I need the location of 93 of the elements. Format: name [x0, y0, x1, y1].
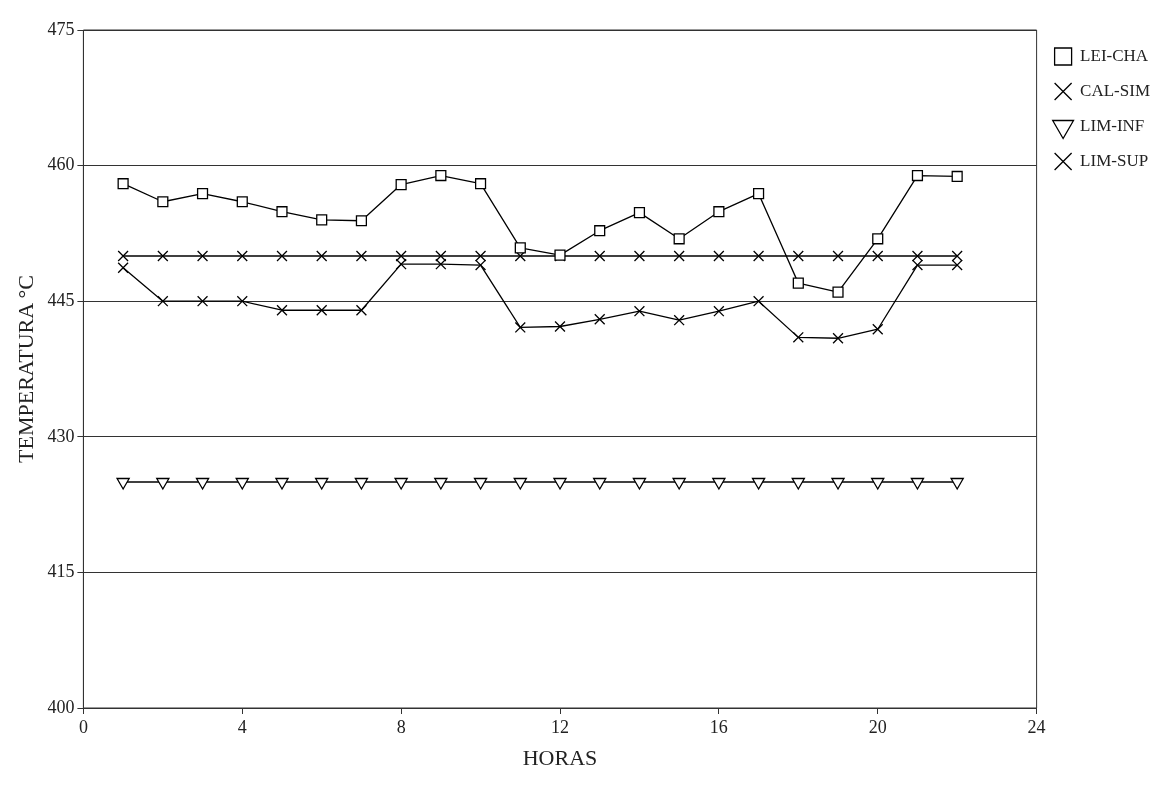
point — [157, 196, 169, 208]
point — [395, 178, 407, 191]
point — [594, 250, 606, 262]
point — [910, 477, 925, 490]
point — [473, 477, 488, 490]
point — [672, 477, 686, 490]
point — [712, 477, 726, 490]
point — [157, 250, 169, 262]
point — [792, 331, 804, 343]
point — [354, 477, 369, 490]
point — [195, 477, 210, 490]
point — [831, 477, 845, 490]
y-tick-label: 400 — [47, 696, 75, 717]
point — [316, 304, 328, 316]
point — [951, 170, 963, 183]
point — [872, 233, 884, 245]
point — [872, 323, 884, 335]
point — [632, 477, 647, 490]
point — [316, 214, 328, 226]
point — [434, 477, 448, 490]
point — [314, 477, 329, 490]
point — [554, 320, 566, 333]
point — [594, 313, 606, 325]
point — [514, 250, 526, 262]
point — [633, 250, 646, 262]
point — [435, 169, 447, 182]
y-tick-label: 460 — [47, 154, 75, 175]
point — [513, 477, 527, 490]
point — [911, 169, 924, 182]
legend-label: LIM-SUP — [1080, 150, 1149, 170]
x-tick-label: 8 — [396, 716, 406, 737]
point — [633, 207, 646, 219]
y-tick-label: 445 — [47, 289, 75, 310]
point — [872, 250, 884, 262]
point — [235, 477, 249, 490]
legend-label: LEI-CHA — [1080, 45, 1149, 65]
point — [156, 477, 170, 490]
point — [752, 295, 765, 307]
x-tick-label: 4 — [237, 716, 247, 737]
point — [713, 305, 725, 317]
point — [553, 477, 567, 490]
point — [673, 233, 685, 245]
point — [593, 477, 607, 490]
point — [117, 178, 129, 190]
point — [355, 304, 368, 316]
x-tick-label: 0 — [78, 716, 88, 737]
point — [196, 250, 209, 262]
point — [792, 277, 804, 289]
legend-label: CAL-SIM — [1080, 80, 1151, 100]
point — [673, 314, 685, 326]
point — [236, 250, 248, 262]
point — [950, 477, 964, 490]
point — [832, 250, 844, 262]
y-axis-title: TEMPERATURA °C — [12, 275, 38, 463]
point — [752, 188, 765, 200]
point — [275, 477, 289, 490]
y-tick-label: 415 — [47, 561, 75, 582]
point — [871, 477, 885, 490]
point — [752, 250, 765, 262]
x-tick-label: 20 — [868, 716, 887, 737]
point — [751, 477, 766, 490]
point — [514, 321, 526, 334]
y-tick-label: 475 — [47, 18, 75, 39]
x-tick-label: 24 — [1027, 716, 1046, 737]
point — [236, 196, 248, 208]
point — [236, 295, 248, 307]
legend-label: LIM-INF — [1080, 115, 1145, 135]
point — [713, 250, 725, 262]
point — [514, 242, 526, 254]
point — [791, 477, 806, 490]
point — [474, 178, 487, 190]
point — [276, 206, 288, 218]
x-tick-label: 12 — [551, 716, 569, 737]
x-tick-label: 16 — [709, 716, 728, 737]
point — [792, 250, 804, 262]
point — [673, 250, 685, 262]
point — [713, 206, 725, 218]
point — [355, 250, 368, 262]
point — [832, 332, 844, 344]
point — [832, 286, 844, 298]
point — [355, 215, 368, 227]
point — [633, 305, 646, 317]
point — [116, 477, 130, 490]
y-tick-label: 430 — [47, 425, 75, 446]
point — [394, 477, 408, 490]
point — [316, 250, 328, 262]
point — [276, 304, 288, 316]
point — [276, 250, 288, 262]
point — [157, 295, 169, 307]
point — [594, 225, 606, 237]
point — [196, 188, 209, 200]
point — [196, 295, 209, 307]
x-axis-title: HORAS — [522, 744, 598, 770]
